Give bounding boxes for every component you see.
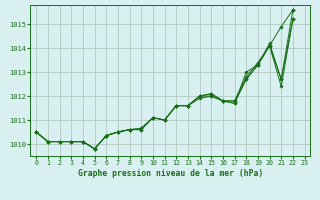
X-axis label: Graphe pression niveau de la mer (hPa): Graphe pression niveau de la mer (hPa) <box>78 169 263 178</box>
